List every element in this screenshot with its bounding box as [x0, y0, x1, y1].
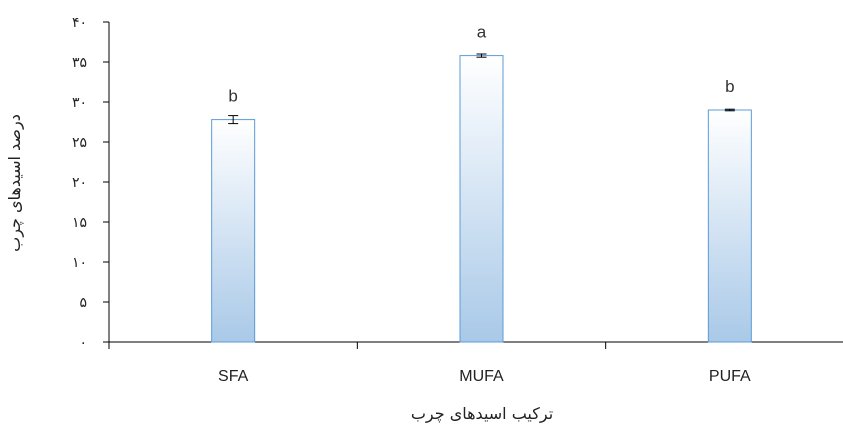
x-tick-label-mufa: MUFA: [459, 368, 504, 385]
y-tick-label: ۱۵: [72, 215, 87, 231]
x-axis-title: ترکیب اسیدهای چرب: [411, 404, 553, 424]
x-tick-label-sfa: SFA: [218, 368, 249, 385]
bars-group: b a b: [211, 23, 752, 343]
y-tick-label: ۲۵: [72, 135, 87, 151]
bar-pufa: [707, 109, 752, 343]
bar-mufa: [459, 55, 504, 343]
y-tick-label: ۵: [79, 295, 87, 311]
y-tick-label: ۳۵: [72, 55, 87, 71]
data-label-sfa: b: [228, 87, 237, 106]
y-tick-label: ۴۰: [72, 15, 87, 31]
x-axis: SFA MUFA PUFA: [108, 341, 843, 385]
data-label-mufa: a: [477, 23, 487, 42]
x-tick-label-pufa: PUFA: [709, 368, 751, 385]
bar-sfa: [211, 119, 256, 343]
data-label-pufa: b: [725, 77, 734, 96]
y-tick-label: ۳۰: [72, 95, 87, 111]
y-axis-title: درصد اسیدهای چرب: [5, 114, 25, 252]
y-tick-label: ۰: [79, 335, 87, 351]
y-tick-label: ۱۰: [72, 255, 87, 271]
y-tick-label: ۲۰: [72, 175, 87, 191]
y-axis: ۰ ۵ ۱۰ ۱۵ ۲۰ ۲۵ ۳۰ ۳۵ ۴۰: [72, 15, 110, 351]
